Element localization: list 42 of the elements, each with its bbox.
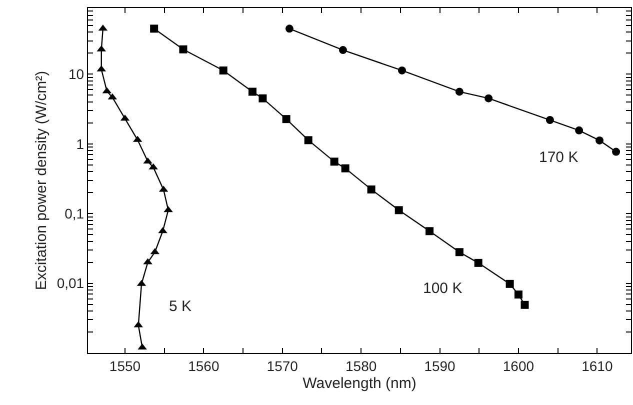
point [426, 227, 434, 236]
point [179, 45, 188, 54]
point [506, 280, 514, 288]
y-tick-label: 0,1 [64, 205, 84, 222]
x-tick-label: 1550 [109, 358, 141, 374]
y-tick-label: 0,01 [56, 275, 84, 292]
point [520, 300, 529, 309]
point [514, 290, 522, 299]
point [248, 88, 256, 96]
x-tick-label: 1560 [188, 358, 220, 374]
x-tick-label: 1580 [345, 358, 377, 374]
y-tick-label: 1 [76, 136, 84, 152]
series-label: 5 K [169, 298, 192, 315]
point [455, 248, 464, 256]
point [596, 136, 604, 144]
point [455, 88, 464, 96]
point [285, 24, 294, 33]
point [219, 66, 228, 74]
point [282, 115, 290, 124]
point [612, 148, 620, 156]
x-tick-label: 1610 [582, 358, 613, 374]
point [258, 94, 267, 102]
y-tick-label: 10 [68, 66, 84, 82]
point [474, 258, 482, 267]
point [575, 126, 584, 134]
point [398, 66, 406, 74]
point [150, 24, 158, 33]
x-tick-label: 1570 [266, 358, 298, 374]
series-label: 100 K [423, 280, 462, 297]
series-label: 170 K [539, 149, 578, 166]
x-tick-label: 1590 [424, 358, 456, 374]
point [341, 164, 350, 172]
point [367, 185, 376, 194]
point [394, 206, 403, 214]
point [330, 158, 338, 166]
point [338, 46, 347, 54]
point [304, 136, 312, 144]
x-tick-label: 1600 [502, 358, 534, 374]
x-axis-title: Wavelength (nm) [302, 374, 416, 392]
y-axis-title: Excitation power density (W/cm²) [33, 70, 50, 290]
point [546, 116, 554, 124]
point [484, 94, 493, 102]
